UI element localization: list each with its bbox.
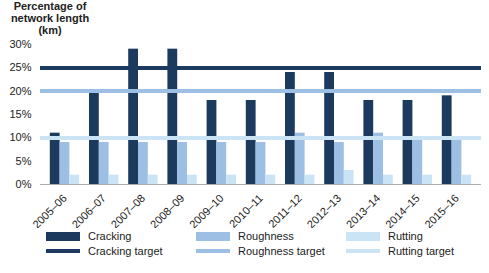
svg-text:2015–16: 2015–16: [422, 192, 461, 228]
svg-text:2011–12: 2011–12: [266, 192, 304, 228]
html-text:Roughness: Roughness: [238, 230, 294, 242]
svg-text:20%: 20%: [9, 85, 31, 97]
svg-text:2009–10: 2009–10: [187, 192, 226, 228]
svg-text:5%: 5%: [16, 155, 32, 167]
svg-text:2005–06: 2005–06: [30, 192, 69, 228]
html-text:Cracking target: Cracking target: [88, 245, 163, 257]
html-text:Roughness target: Roughness target: [238, 245, 325, 257]
html-text:Percentage of network length (: Percentage of network length (km): [10, 0, 90, 36]
html-text:Rutting target: Rutting target: [388, 245, 454, 257]
svg-text:2010–11: 2010–11: [227, 192, 265, 228]
svg-text:25%: 25%: [9, 61, 31, 73]
svg-text:2008–09: 2008–09: [148, 192, 187, 228]
html-text:Rutting: Rutting: [388, 230, 423, 242]
svg-text:30%: 30%: [9, 38, 31, 50]
svg-text:2014–15: 2014–15: [383, 192, 422, 228]
html-text:Cracking: Cracking: [88, 230, 132, 242]
svg-text:2007–08: 2007–08: [109, 192, 148, 228]
svg-text:10%: 10%: [9, 131, 31, 143]
svg-text:2006–07: 2006–07: [69, 192, 108, 228]
svg-text:2012–13: 2012–13: [305, 192, 344, 228]
svg-text:15%: 15%: [9, 108, 31, 120]
svg-text:2013–14: 2013–14: [344, 192, 383, 228]
svg-text:0%: 0%: [16, 178, 32, 190]
